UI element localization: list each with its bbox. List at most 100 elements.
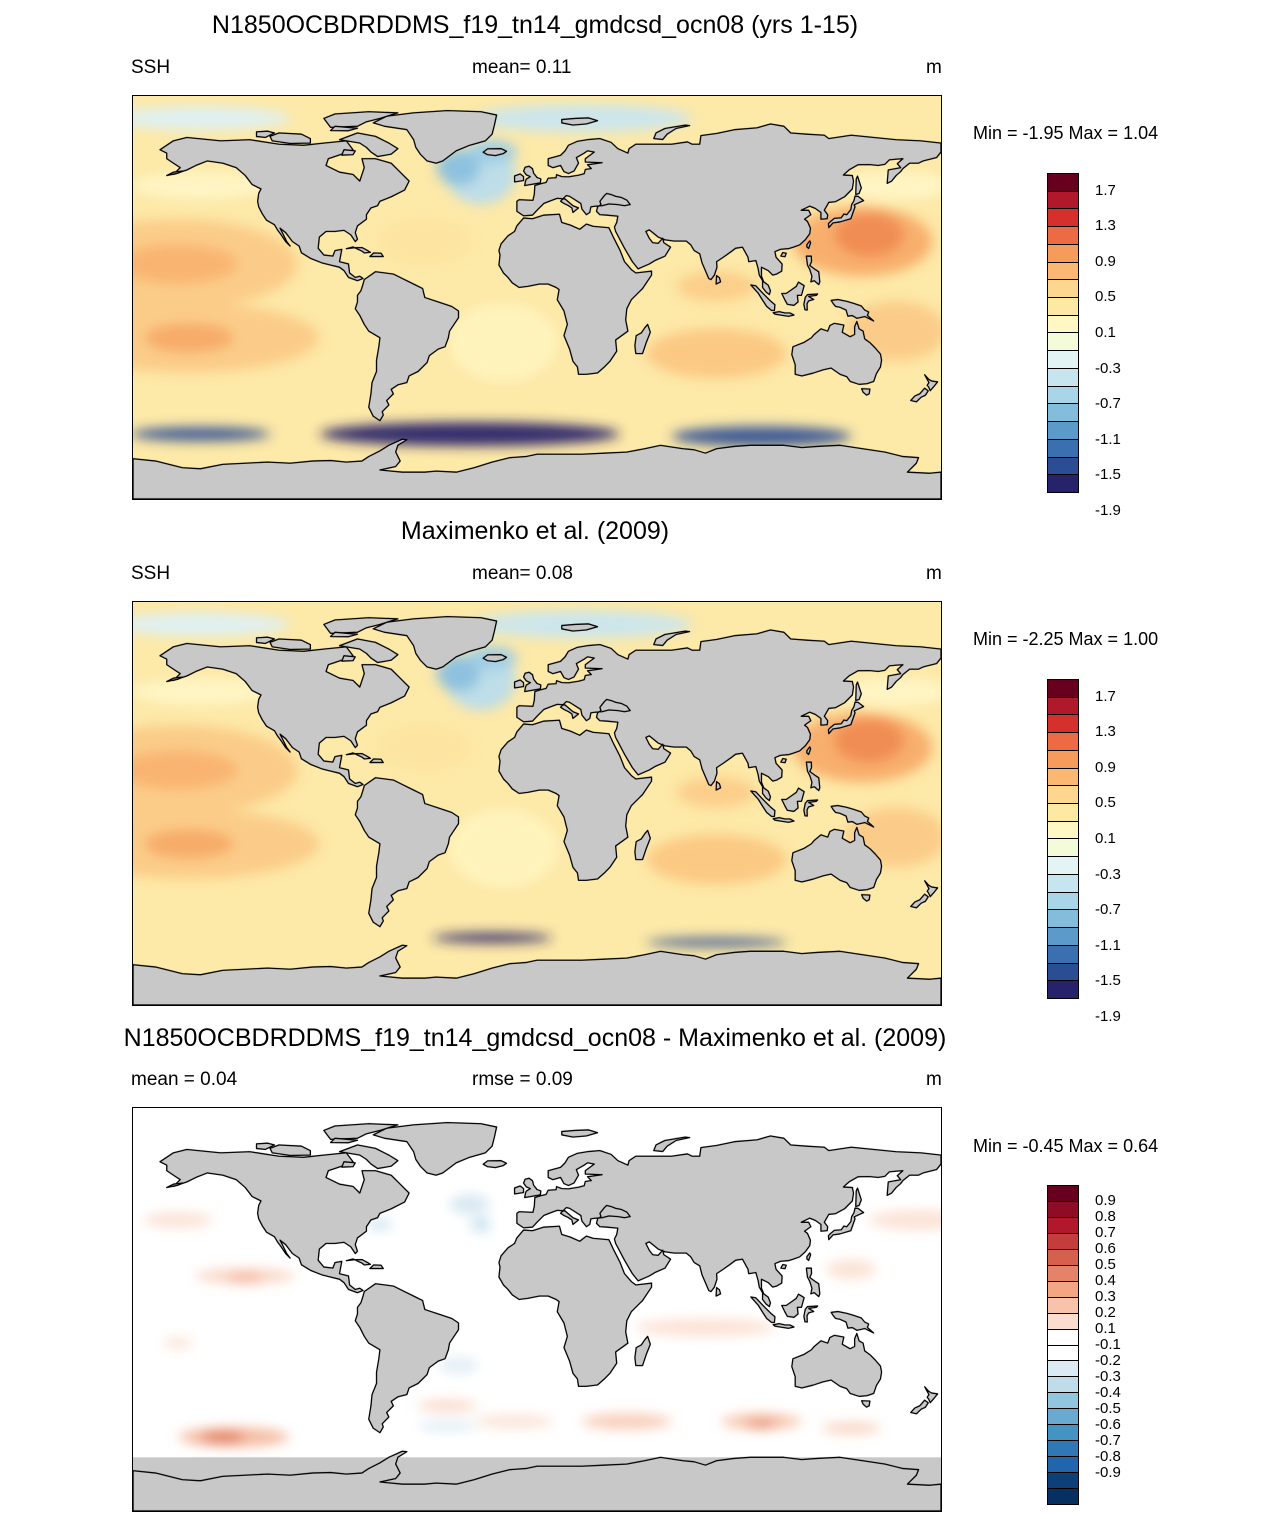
landmass-eurasia xyxy=(516,1135,941,1308)
colorbar-swatch xyxy=(1048,1441,1078,1458)
panel-2-mean-label: mean= 0.08 xyxy=(472,563,573,584)
panel-3-rmse-label: rmse = 0.09 xyxy=(472,1069,573,1090)
panel-2-colorbar xyxy=(1047,679,1079,999)
panel-3-map xyxy=(132,1107,942,1512)
colorbar-tick-label: -1.5 xyxy=(1095,972,1121,990)
landmass-ireland xyxy=(513,1185,525,1195)
panel-2-min-max: Min = -2.25 Max = 1.00 xyxy=(973,629,1159,649)
contour-blob xyxy=(432,932,552,943)
landmass-sumatra xyxy=(750,790,776,818)
landmass-madagascar xyxy=(634,1335,651,1367)
contour-blob xyxy=(671,426,852,447)
colorbar-swatch xyxy=(1048,1409,1078,1426)
colorbar-tick-label: 0.5 xyxy=(1095,1256,1116,1273)
contour-blob xyxy=(448,302,559,383)
landmass-sumatra xyxy=(750,284,776,312)
colorbar-tick-label: -1.1 xyxy=(1095,430,1121,448)
colorbar-swatch xyxy=(1048,1233,1078,1250)
colorbar-swatch xyxy=(1048,892,1078,911)
landmass-java xyxy=(772,1322,795,1329)
contour-blob xyxy=(133,106,291,131)
colorbar-swatch xyxy=(1048,857,1078,875)
colorbar-tick-label: 0.6 xyxy=(1095,1240,1116,1257)
colorbar-tick-label: 1.7 xyxy=(1095,687,1116,705)
colorbar-tick-label: -0.3 xyxy=(1095,359,1121,377)
contour-blob xyxy=(200,1431,245,1444)
landmass-hispaniola xyxy=(369,1264,384,1270)
landmass-new-zealand xyxy=(923,1386,939,1404)
landmass-borneo xyxy=(781,1293,805,1319)
contour-blob xyxy=(144,828,234,859)
colorbar-swatch xyxy=(1048,262,1078,281)
landmass-britain xyxy=(522,1177,542,1199)
colorbar-swatch xyxy=(1048,298,1078,316)
colorbar-swatch xyxy=(1048,821,1078,840)
landmass-new-zealand-south xyxy=(910,893,929,909)
contour-blob xyxy=(320,422,620,447)
landmass-greenland xyxy=(372,1121,498,1176)
colorbar-swatch xyxy=(1048,1393,1078,1410)
landmass-sri-lanka xyxy=(715,780,722,791)
colorbar-swatch xyxy=(1048,1217,1078,1234)
landmass-britain xyxy=(522,671,542,693)
landmass-alaska-peninsula-tip xyxy=(166,1182,184,1189)
landmass-tasmania xyxy=(860,1400,871,1408)
landmass-philippines xyxy=(805,1267,821,1298)
colorbar-swatch xyxy=(1048,786,1078,805)
colorbar-swatch xyxy=(1048,1186,1078,1202)
contour-blob xyxy=(821,1422,882,1435)
colorbar-tick-label: -0.4 xyxy=(1095,1384,1121,1401)
contour-blob xyxy=(834,212,905,257)
colorbar-swatch xyxy=(1048,315,1078,334)
colorbar-swatch xyxy=(1048,280,1078,299)
landmass-taiwan xyxy=(806,1252,812,1262)
landmass-eurasia xyxy=(516,629,941,802)
colorbar-tick-label: -0.7 xyxy=(1095,901,1121,919)
colorbar-swatch xyxy=(1048,1489,1078,1505)
colorbar-tick-label: -0.2 xyxy=(1095,1352,1121,1369)
panel-2-title: Maximenko et al. (2009) xyxy=(400,517,670,545)
landmass-victoria-island xyxy=(269,638,312,651)
colorbar-swatch xyxy=(1048,368,1078,387)
contour-blob xyxy=(417,1399,478,1412)
contour-blob xyxy=(581,1413,672,1430)
landmass-banks-island xyxy=(255,636,276,645)
landmass-africa xyxy=(498,1225,653,1387)
colorbar-tick-label: 0.1 xyxy=(1095,324,1116,341)
land-layer xyxy=(133,615,941,1005)
landmass-sakhalin xyxy=(855,175,862,196)
colorbar-swatch xyxy=(1048,1281,1078,1298)
colorbar-swatch xyxy=(1048,697,1078,716)
colorbar-swatch xyxy=(1048,1329,1078,1346)
colorbar-tick-label: 0.4 xyxy=(1095,1272,1116,1289)
colorbar-swatch xyxy=(1048,333,1078,352)
panel-3-mean-label: mean = 0.04 xyxy=(131,1069,238,1090)
contour-blob xyxy=(227,1273,264,1284)
panel-3-title: N1850OCBDRDDMS_f19_tn14_gmdcsd_ocn08 - M… xyxy=(123,1024,947,1052)
colorbar-tick-label: -0.9 xyxy=(1095,1464,1121,1481)
contour-blob xyxy=(449,1194,490,1215)
landmass-cuba xyxy=(345,1258,372,1266)
colorbar-swatch xyxy=(1048,928,1078,946)
contour-blob xyxy=(438,1357,479,1374)
panel-1-mean-label: mean= 0.11 xyxy=(472,57,572,78)
colorbar-swatch xyxy=(1048,475,1078,492)
colorbar-tick-label: -1.5 xyxy=(1095,466,1121,484)
colorbar-tick-label: 0.9 xyxy=(1095,1192,1116,1209)
colorbar-swatch xyxy=(1048,457,1078,476)
landmass-tasmania xyxy=(860,894,871,902)
panel-3-units-label: m xyxy=(926,1069,942,1090)
landmass-cuba xyxy=(345,246,372,254)
landmass-ellesmere xyxy=(323,111,399,128)
colorbar-tick-label: 1.7 xyxy=(1095,181,1116,199)
contour-blob xyxy=(646,937,787,948)
landmass-antarctica xyxy=(133,944,941,1005)
colorbar-swatch xyxy=(1048,804,1078,822)
landmass-new-zealand xyxy=(923,880,939,898)
colorbar-swatch xyxy=(1048,191,1078,210)
panel-2-units-label: m xyxy=(926,563,942,584)
landmass-sumatra xyxy=(750,1296,776,1324)
map-canvas xyxy=(133,96,941,499)
landmass-iceland xyxy=(482,1159,508,1169)
colorbar-tick-label: 1.3 xyxy=(1095,217,1116,235)
